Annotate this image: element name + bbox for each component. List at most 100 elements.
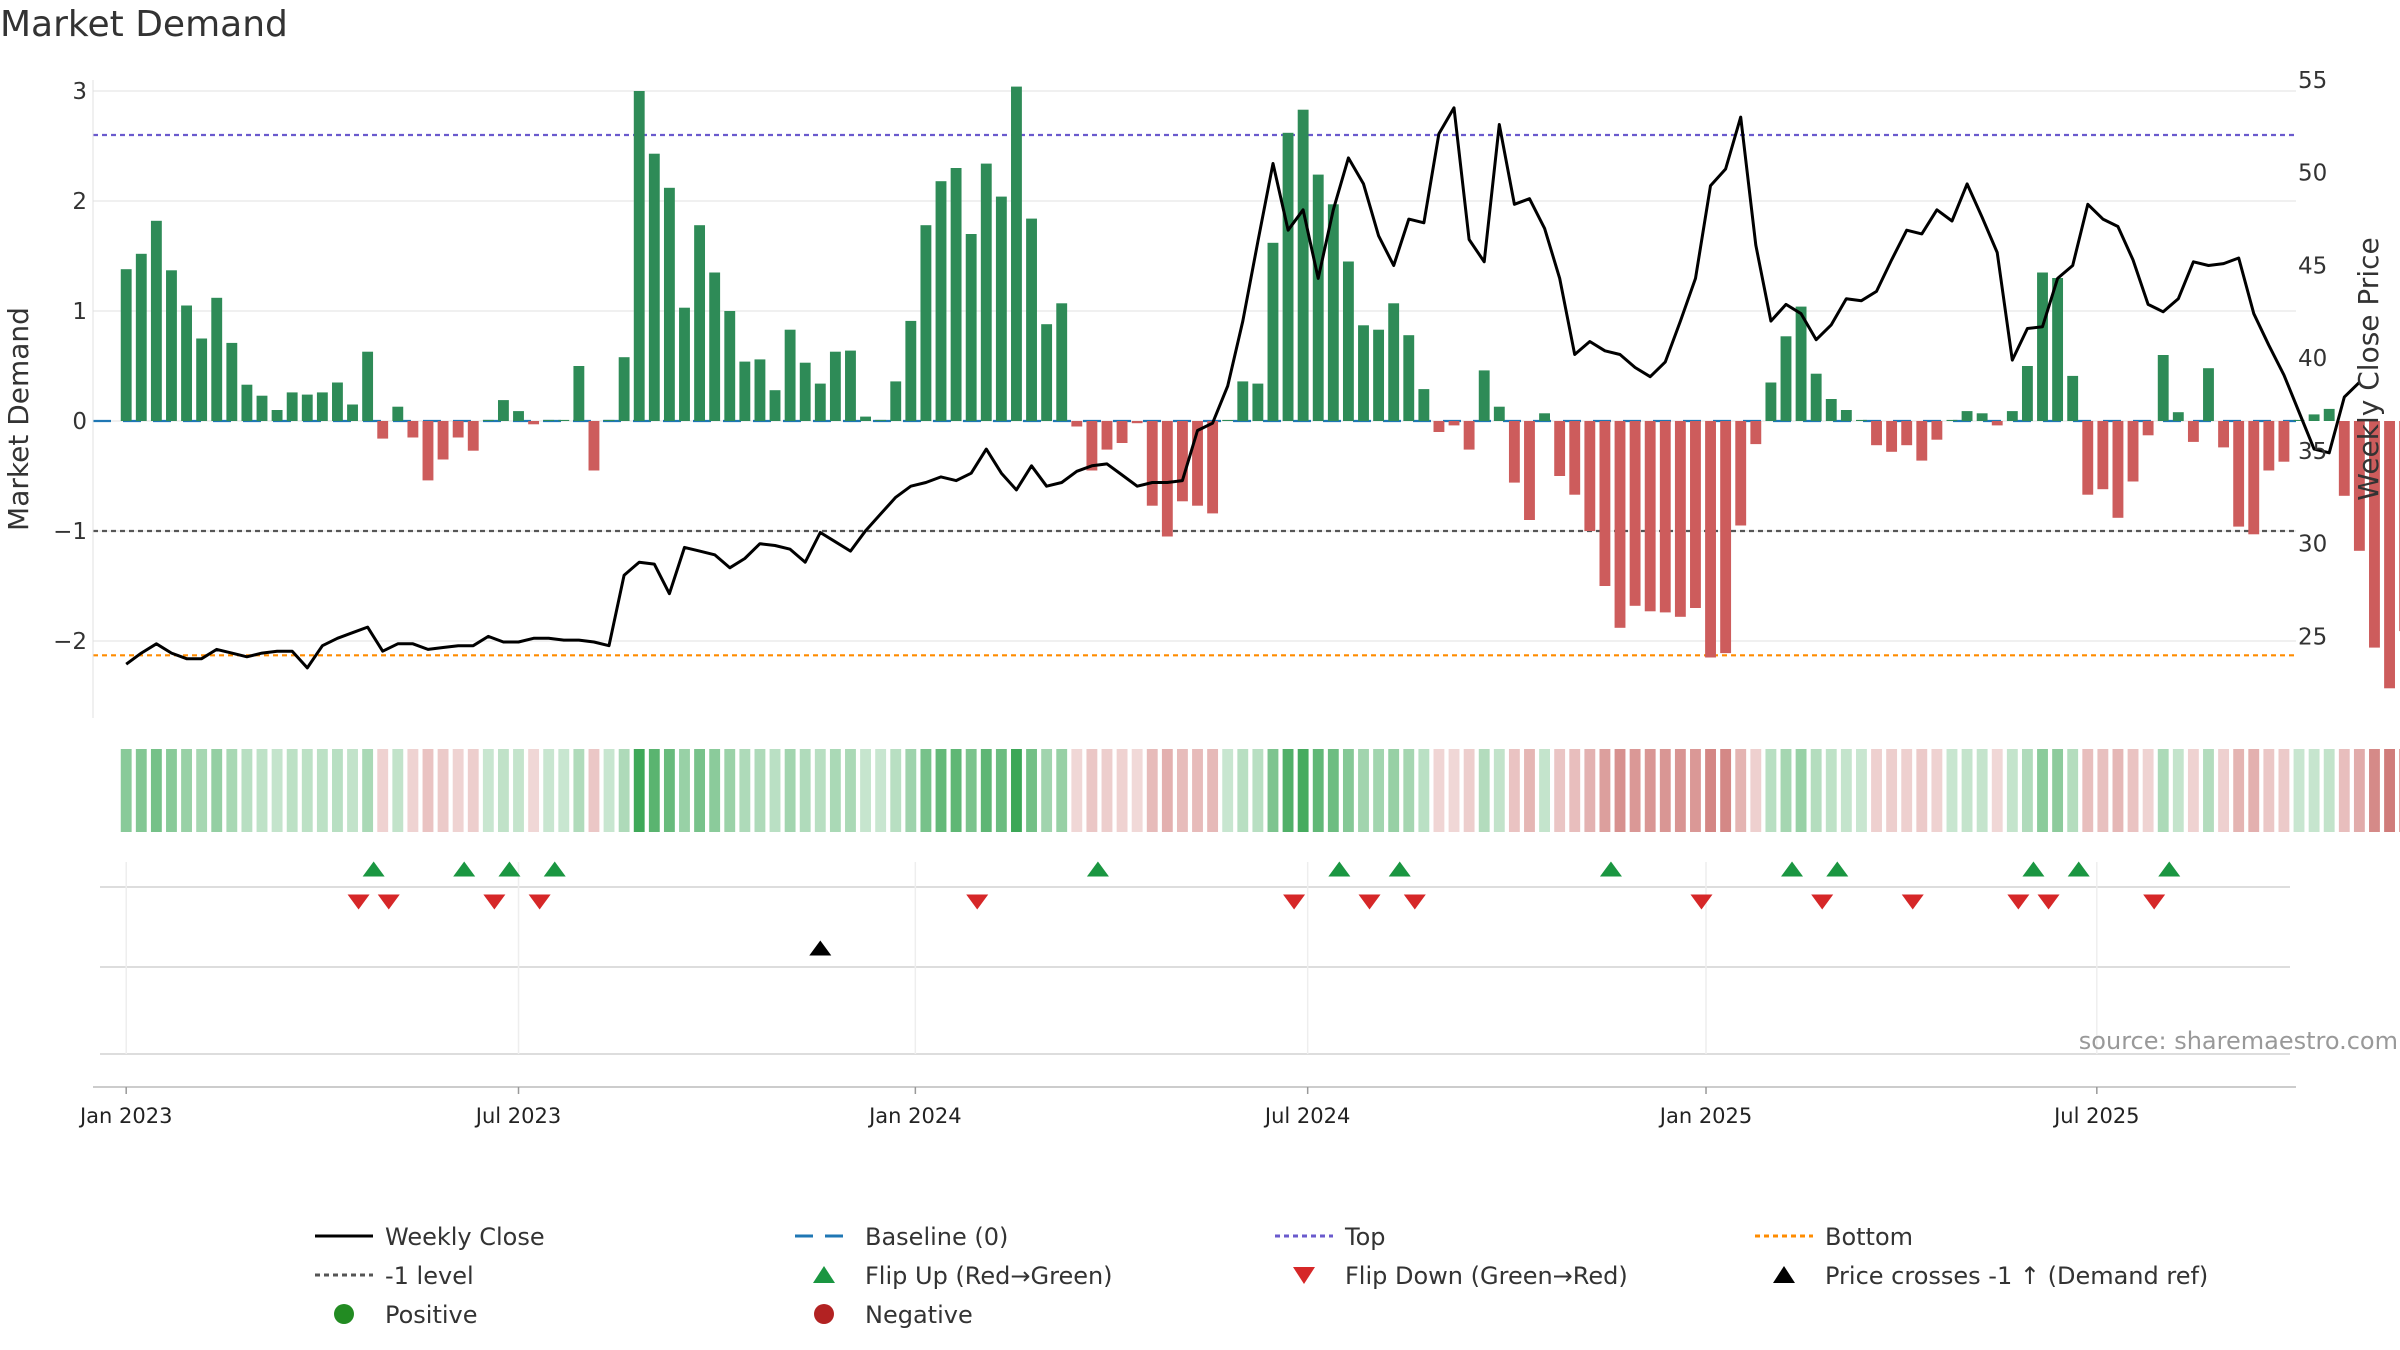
heat-cell xyxy=(920,749,932,832)
legend-label: -1 level xyxy=(385,1262,474,1290)
demand-bar-negative xyxy=(1448,421,1460,426)
demand-bar-positive xyxy=(2006,411,2018,421)
demand-bar-positive xyxy=(286,392,298,421)
heat-cell xyxy=(965,749,977,832)
demand-bar-positive xyxy=(1478,370,1490,421)
demand-bar-positive xyxy=(754,359,766,421)
date-tick-label: Jul 2023 xyxy=(474,1104,561,1128)
demand-bar-positive xyxy=(1961,411,1973,421)
y-tick-label: 1 xyxy=(72,299,87,325)
demand-bar-negative xyxy=(1916,421,1928,461)
demand-bar-negative xyxy=(1629,421,1641,606)
heat-cell xyxy=(1976,749,1988,832)
y-tick-label: 0 xyxy=(72,409,87,435)
demand-bar-positive xyxy=(226,342,238,421)
demand-bar-positive xyxy=(135,253,147,421)
heat-cell xyxy=(452,749,464,832)
legend-label: Weekly Close xyxy=(385,1223,545,1251)
demand-bar-positive xyxy=(739,361,751,421)
demand-bar-negative xyxy=(2097,421,2109,490)
demand-bar-negative xyxy=(1901,421,1913,446)
demand-bar-negative xyxy=(1146,421,1158,506)
demand-bar-negative xyxy=(1161,421,1173,537)
demand-bar-negative xyxy=(1614,421,1626,628)
heat-cell xyxy=(1871,749,1882,832)
flip-up-marker xyxy=(1826,861,1849,877)
heat-cell xyxy=(1780,749,1792,832)
heat-cell xyxy=(1946,749,1958,832)
demand-bar-negative xyxy=(377,421,389,439)
legend-label: Negative xyxy=(865,1301,973,1329)
demand-bar-positive xyxy=(120,269,132,421)
demand-bar-positive xyxy=(573,366,585,421)
heat-cell xyxy=(814,749,826,832)
heat-cell xyxy=(1041,749,1053,832)
demand-bar-positive xyxy=(829,351,841,421)
chart-title: Market Demand xyxy=(0,4,288,45)
heat-cell xyxy=(1614,749,1626,832)
demand-bar-negative xyxy=(1599,421,1611,586)
heat-cell xyxy=(513,749,524,832)
heat-cell xyxy=(694,749,706,832)
heat-cell xyxy=(1342,749,1354,832)
legend-swatch-dot xyxy=(814,1304,834,1324)
demand-bars xyxy=(120,86,2400,689)
demand-bar-positive xyxy=(1312,174,1324,421)
weekly-close-line xyxy=(125,106,2361,670)
demand-bar-positive xyxy=(2021,366,2033,421)
legend-item: Top xyxy=(1275,1223,1386,1251)
demand-bar-negative xyxy=(2353,421,2365,551)
demand-bar-negative xyxy=(1524,421,1535,520)
heat-cell xyxy=(1508,749,1520,832)
heat-cell xyxy=(679,749,690,832)
heat-cell xyxy=(1433,749,1445,832)
demand-bar-negative xyxy=(1508,421,1520,483)
demand-bar-positive xyxy=(181,305,192,421)
flip-up-marker xyxy=(1086,861,1109,877)
heat-cell xyxy=(1358,749,1369,832)
demand-bar-positive xyxy=(1252,383,1264,421)
demand-bar-negative xyxy=(2142,421,2154,436)
y-tick-label: −2 xyxy=(53,629,87,655)
demand-bar-negative xyxy=(588,421,600,471)
flip-down-marker xyxy=(1690,894,1713,910)
demand-bar-positive xyxy=(211,297,223,421)
demand-bar-positive xyxy=(603,419,615,421)
heat-cell xyxy=(2097,749,2109,832)
demand-bar-negative xyxy=(2263,421,2275,471)
flip-up-marker xyxy=(453,861,476,877)
demand-bar-positive xyxy=(301,394,313,421)
legend-swatch-up xyxy=(1773,1266,1795,1283)
heat-cell xyxy=(588,749,600,832)
heat-cell xyxy=(1674,749,1686,832)
heat-cell xyxy=(497,749,509,832)
demand-bar-negative xyxy=(1131,421,1143,424)
demand-bar-negative xyxy=(1176,421,1188,502)
y2-tick-label: 40 xyxy=(2298,346,2327,372)
demand-bar-positive xyxy=(1539,413,1550,421)
heat-cell xyxy=(1825,749,1837,832)
heat-cell xyxy=(995,749,1007,832)
demand-bar-positive xyxy=(724,311,736,421)
y2-tick-label: 30 xyxy=(2298,532,2327,558)
demand-bar-negative xyxy=(467,421,479,451)
heat-cell xyxy=(1237,749,1249,832)
price-cross-marker xyxy=(809,940,832,956)
demand-bar-negative xyxy=(2338,421,2350,496)
legend-item: Weekly Close xyxy=(315,1223,545,1251)
heat-cell xyxy=(2218,749,2230,832)
demand-bar-negative xyxy=(1192,421,1203,506)
demand-bar-positive xyxy=(920,225,932,421)
heat-cell xyxy=(211,749,223,832)
demand-bar-negative xyxy=(2112,421,2124,518)
heat-cell xyxy=(135,749,147,832)
demand-bar-positive xyxy=(2293,419,2305,421)
heat-cell xyxy=(1116,749,1128,832)
date-tick-label: Jan 2025 xyxy=(1658,1104,1753,1128)
heat-cell xyxy=(1011,749,1022,832)
demand-bar-positive xyxy=(679,307,690,421)
demand-bar-positive xyxy=(1810,373,1822,421)
demand-bar-positive xyxy=(1493,406,1505,421)
demand-bar-positive xyxy=(1403,335,1415,421)
demand-bar-positive xyxy=(769,390,781,421)
